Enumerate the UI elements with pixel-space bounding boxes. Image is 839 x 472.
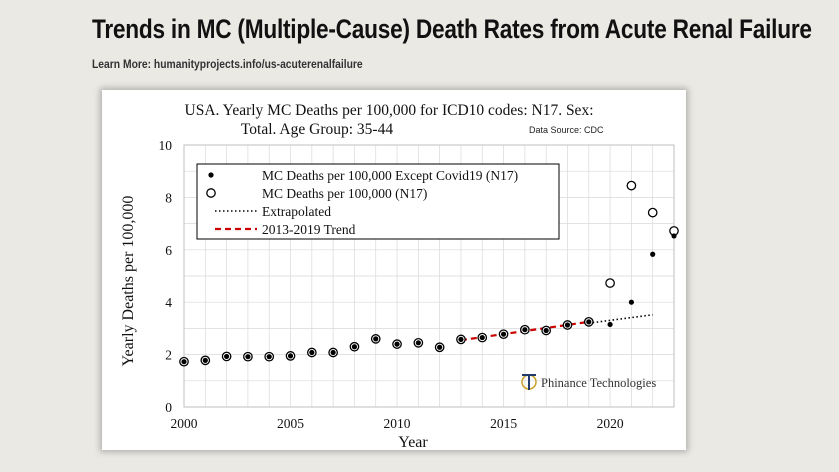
watermark: Phinance Technologies [521,374,656,390]
filled-dot-point [458,336,464,343]
open-circle-point [605,278,615,288]
filled-dot-point [224,353,230,360]
watermark-text: Phinance Technologies [541,376,656,390]
filled-dot-point [437,344,443,350]
chart-title-line1: USA. Yearly MC Deaths per 100,000 for IC… [185,102,594,119]
open-circle-point [626,180,637,191]
x-tick-label: 2010 [384,416,411,431]
legend-label: 2013-2019 Trend [262,222,356,237]
y-tick-label: 0 [165,400,172,415]
chart-title-line2: Total. Age Group: 35-44 [241,121,393,138]
filled-dot-point [586,319,592,325]
plot-frame [183,144,675,408]
y-tick-label: 6 [165,243,172,258]
legend-box [196,163,560,240]
filled-dot-point [522,327,528,333]
legend-marker-filled [208,172,214,178]
filled-dot-point [202,357,208,363]
x-tick-label: 2020 [597,416,624,431]
legend-marker-open [206,188,216,198]
filled-dot-point [479,334,485,341]
filled-dot-point [245,354,251,360]
y-tick-label: 10 [159,138,173,153]
x-tick-label: 2005 [277,416,304,431]
filled-dot-point [351,344,358,350]
axes-layer: 2000 2005 2010 2015 2020 0 2 4 6 8 10 [159,138,675,431]
legend-label: MC Deaths per 100,000 Except Covid19 (N1… [262,168,518,183]
legend-label: MC Deaths per 100,000 (N17) [262,186,427,201]
x-tick-label: 2015 [490,416,517,431]
filled-dot-point [650,251,656,257]
y-tick-label: 8 [165,190,172,205]
filled-dot-point [500,331,507,337]
chart-plot: USA. Yearly MC Deaths per 100,000 for IC… [120,102,679,450]
phinance-logo-icon [521,374,537,390]
learn-more-link[interactable]: Learn More: humanityprojects.info/us-acu… [92,57,363,71]
extrapolated-line [588,313,653,324]
legend: MC Deaths per 100,000 Except Covid19 (N1… [196,163,560,240]
open-circle-point [647,207,658,218]
y-axis-label: Yearly Deaths per 100,000 [120,196,137,367]
series-layer [179,180,679,367]
filled-dot-point [628,299,634,305]
y-tick-label: 4 [165,295,172,310]
page-title: Trends in MC (Multiple-Cause) Death Rate… [92,14,812,44]
filled-dot-point [266,354,272,360]
chart-card: USA. Yearly MC Deaths per 100,000 for IC… [102,90,686,450]
filled-dot-point [330,349,336,356]
y-tick-label: 2 [165,348,172,363]
filled-dot-point [415,340,421,346]
filled-dot-point [607,321,613,328]
legend-label: Extrapolated [262,204,331,219]
filled-dot-point [394,341,400,347]
filled-dot-point [543,327,549,334]
chart-data-source: Data Source: CDC [529,125,604,135]
filled-dot-point [287,353,294,359]
filled-dot-point [181,359,187,365]
x-axis-label: Year [398,434,428,450]
filled-dot-point [564,322,571,328]
filled-dot-point [309,349,315,356]
filled-dot-point [373,336,379,342]
filled-dot-point [671,233,677,239]
x-tick-label: 2000 [171,416,198,431]
